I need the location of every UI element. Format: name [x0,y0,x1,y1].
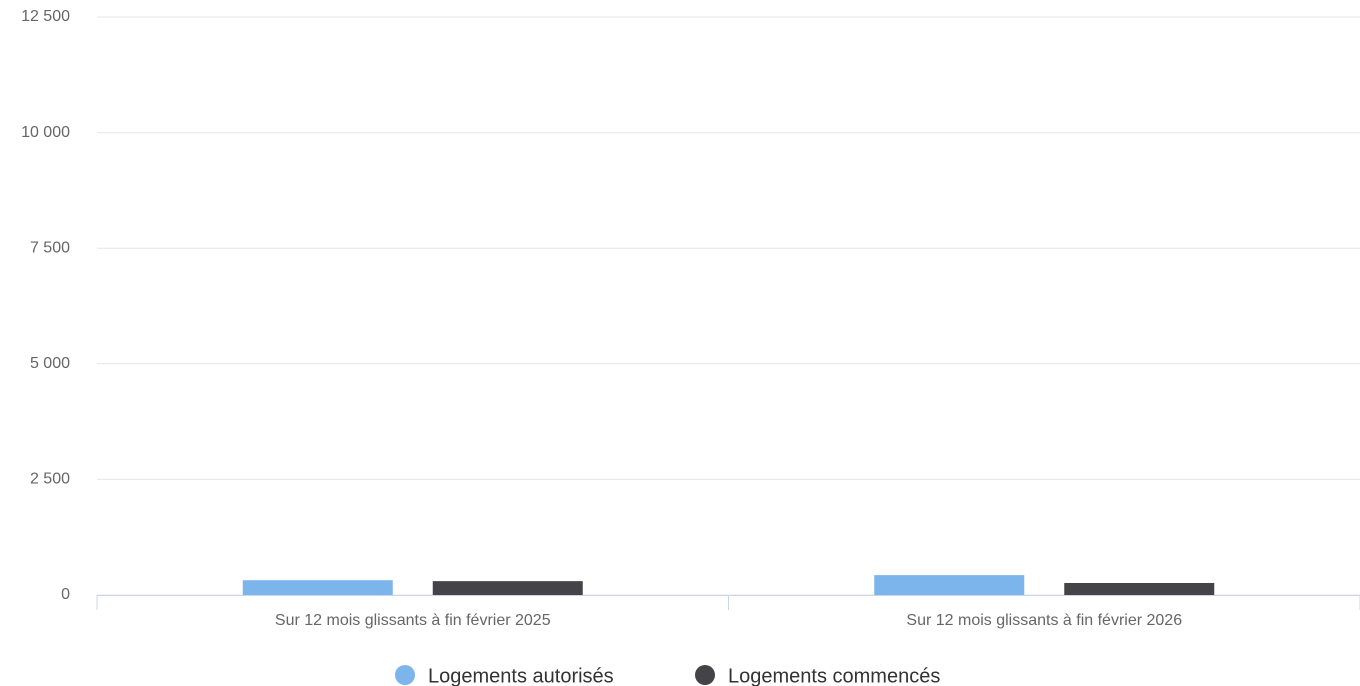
legend-label: Logements autorisés [428,665,614,686]
bar [874,575,1025,595]
y-tick-label: 5 000 [30,355,70,372]
bar [1064,582,1215,595]
y-tick-label: 7 500 [30,239,70,256]
bar [242,580,393,595]
y-tick-label: 0 [61,586,70,603]
y-tick-label: 12 500 [21,8,70,25]
legend-marker [395,665,415,685]
legend-label: Logements commencés [728,665,940,686]
bar [432,581,583,595]
y-tick-label: 10 000 [21,124,70,141]
y-tick-label: 2 500 [30,471,70,488]
x-tick-label: Sur 12 mois glissants à fin février 2026 [906,612,1182,629]
legend-marker [695,665,715,685]
x-tick-label: Sur 12 mois glissants à fin février 2025 [275,612,551,629]
